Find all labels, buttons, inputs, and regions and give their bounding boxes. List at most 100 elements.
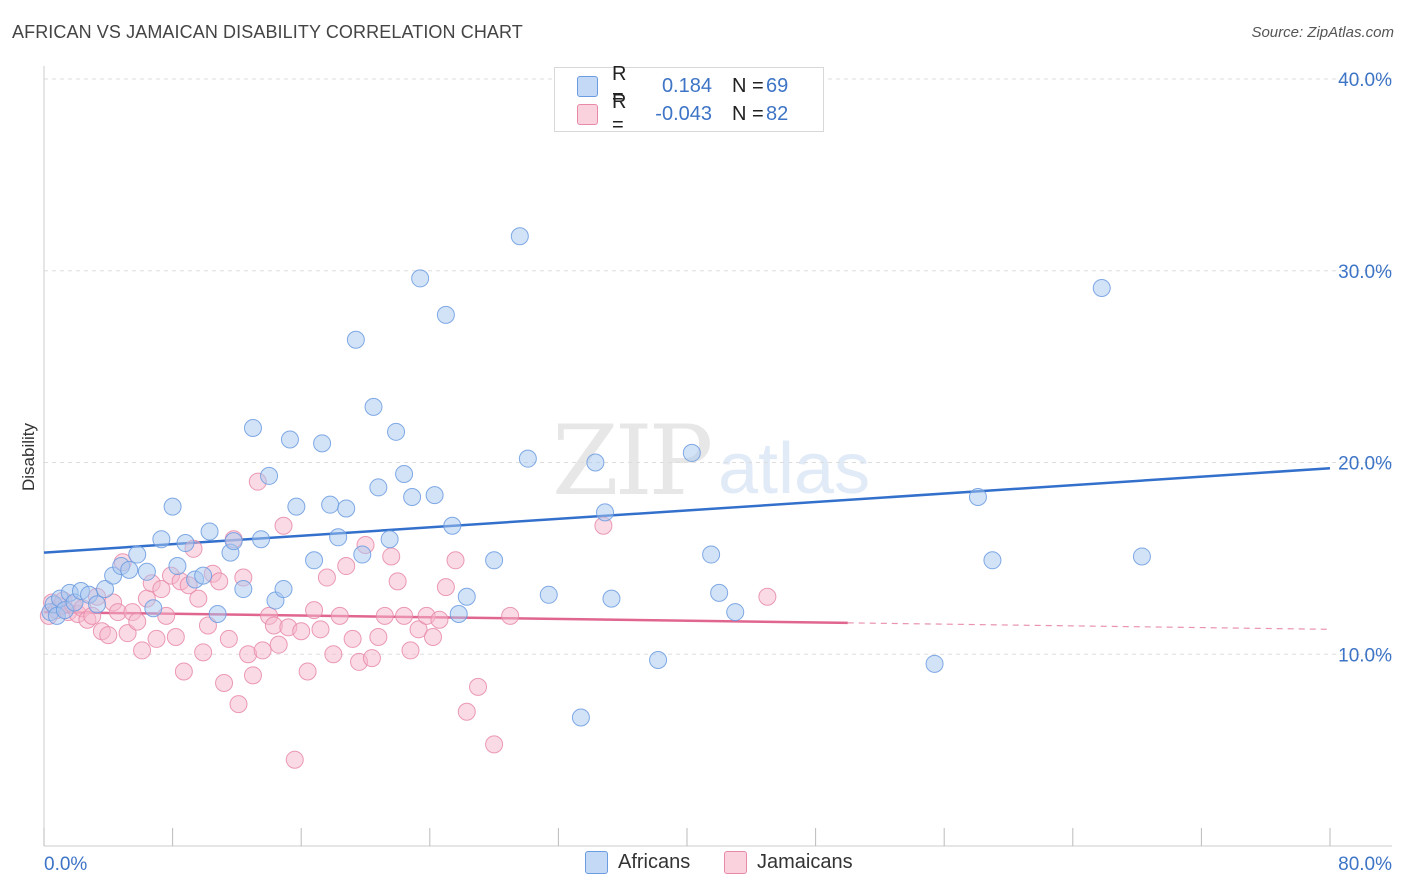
african-point [137,562,156,581]
jamaican-point [274,516,293,535]
jamaican-point [243,666,262,685]
y-tick-label: 40.0% [1338,70,1392,91]
jamaican-point [215,674,234,693]
jamaican-point [194,643,213,662]
african-point [274,580,293,599]
african-point [346,330,365,349]
african-point [163,497,182,516]
x-tick-label: 80.0% [1338,854,1392,875]
jamaican-point [99,626,118,645]
jamaican-point [369,627,388,646]
african-point [1132,547,1151,566]
jamaicans-swatch [724,851,747,874]
jamaican-point [229,695,248,714]
jamaican-point [189,589,208,608]
jamaican-point [430,610,449,629]
legend-row-jamaicans: R = -0.043 N = 82 [577,91,789,136]
african-point [144,599,163,618]
source-label: Source: ZipAtlas.com [1251,24,1394,41]
jamaican-point [311,620,330,639]
r-value: 0.184 [661,74,712,97]
jamaicans-trend-line-extension [847,622,1331,630]
jamaican-point [395,606,414,625]
african-point [411,269,430,288]
tick-labels: 10.0% 20.0% 30.0% 40.0% 0.0% 80.0% [44,70,1392,875]
african-point [305,551,324,570]
jamaican-point [485,735,504,754]
african-point [425,486,444,505]
jamaican-point [219,629,238,648]
jamaican-point [362,649,381,668]
african-point [726,603,745,622]
chart-title: AFRICAN VS JAMAICAN DISABILITY CORRELATI… [12,22,523,42]
y-tick-label: 10.0% [1338,645,1392,666]
jamaican-point [210,572,229,591]
african-point [353,545,372,564]
r-label: R = [612,91,627,136]
jamaican-point [446,551,465,570]
jamaican-point [285,750,304,769]
african-point [243,418,262,437]
watermark-zip: ZIP [552,405,713,517]
african-point [586,453,605,472]
african-point [200,522,219,541]
african-point [449,604,468,623]
legend-item-jamaicans[interactable]: Jamaicans [724,851,853,874]
african-point [436,305,455,324]
y-axis-label: Disability [19,422,38,491]
african-point [387,422,406,441]
african-point [364,397,383,416]
jamaicans-swatch [577,103,598,125]
african-point [443,516,462,535]
jamaican-point [298,662,317,681]
african-point [208,604,227,623]
watermark-atlas: atlas [718,429,871,509]
african-point [176,534,195,553]
jamaican-point [501,606,520,625]
african-point [518,449,537,468]
jamaican-point [317,568,336,587]
african-point [369,478,388,497]
legend-item-africans[interactable]: Africans [585,851,690,874]
jamaican-point [133,641,152,660]
jamaican-point [128,612,147,631]
african-point [88,595,107,614]
african-point [395,465,414,484]
jamaican-point [401,641,420,660]
african-point [128,545,147,564]
jamaican-point [118,624,137,643]
african-point [1092,279,1111,298]
african-point [649,651,668,670]
r-value: -0.043 [655,102,712,125]
africans-swatch [585,851,608,874]
african-point [485,551,504,570]
jamaican-point [269,635,288,654]
jamaican-point [436,578,455,597]
jamaican-point [330,606,349,625]
jamaican-point [198,616,217,635]
jamaican-point [388,572,407,591]
jamaican-point [337,557,356,576]
n-label: N = [732,74,764,97]
jamaican-point [469,677,488,696]
jamaican-point [375,606,394,625]
african-point [120,560,139,579]
axes [43,66,1392,847]
african-point [321,495,340,514]
african-point [403,488,422,507]
legend-label-africans: Africans [618,851,691,873]
jamaican-point [174,662,193,681]
jamaican-point [343,629,362,648]
african-point [925,654,944,673]
african-point [260,466,279,485]
n-value: 82 [766,102,789,125]
african-point [287,497,306,516]
african-point [96,580,115,599]
african-point [571,708,590,727]
legend-label-jamaicans: Jamaicans [757,851,853,873]
jamaican-point [292,622,311,641]
african-point [234,580,253,599]
n-value: 69 [766,74,789,97]
jamaican-point [382,547,401,566]
